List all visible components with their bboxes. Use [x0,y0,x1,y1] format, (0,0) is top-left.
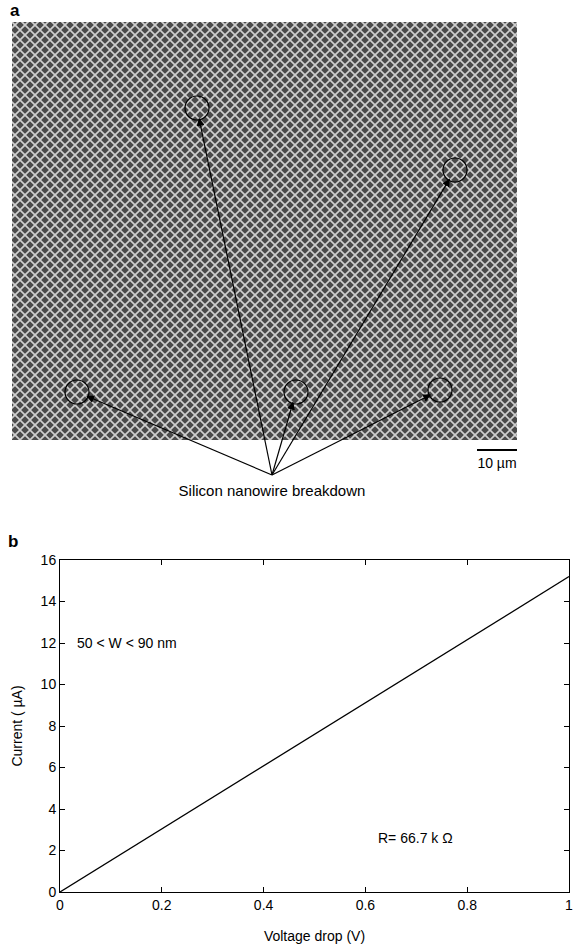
svg-text:12: 12 [41,635,57,651]
svg-text:10 µm: 10 µm [477,455,516,471]
svg-text:14: 14 [41,593,57,609]
svg-text:8: 8 [48,718,56,734]
svg-text:Voltage drop (V): Voltage drop (V) [264,928,365,944]
svg-text:0.6: 0.6 [356,897,376,913]
svg-text:a: a [10,1,20,20]
svg-text:0: 0 [48,884,56,900]
html-text:b: b [8,532,19,551]
svg-text:10: 10 [41,676,57,692]
svg-text:Silicon nanowire breakdown: Silicon nanowire breakdown [179,482,366,499]
svg-text:0.2: 0.2 [152,897,172,913]
svg-text:Current ( µA): Current ( µA) [9,685,25,766]
svg-text:16: 16 [41,552,57,568]
svg-text:R= 66.7 k Ω: R= 66.7 k Ω [378,830,453,846]
svg-text:4: 4 [48,801,56,817]
svg-text:1: 1 [565,897,573,913]
svg-text:50 < W < 90 nm: 50 < W < 90 nm [77,635,177,651]
svg-text:0.4: 0.4 [254,897,274,913]
svg-text:2: 2 [48,842,56,858]
svg-text:0.8: 0.8 [457,897,477,913]
svg-text:0: 0 [56,897,64,913]
svg-text:6: 6 [48,759,56,775]
